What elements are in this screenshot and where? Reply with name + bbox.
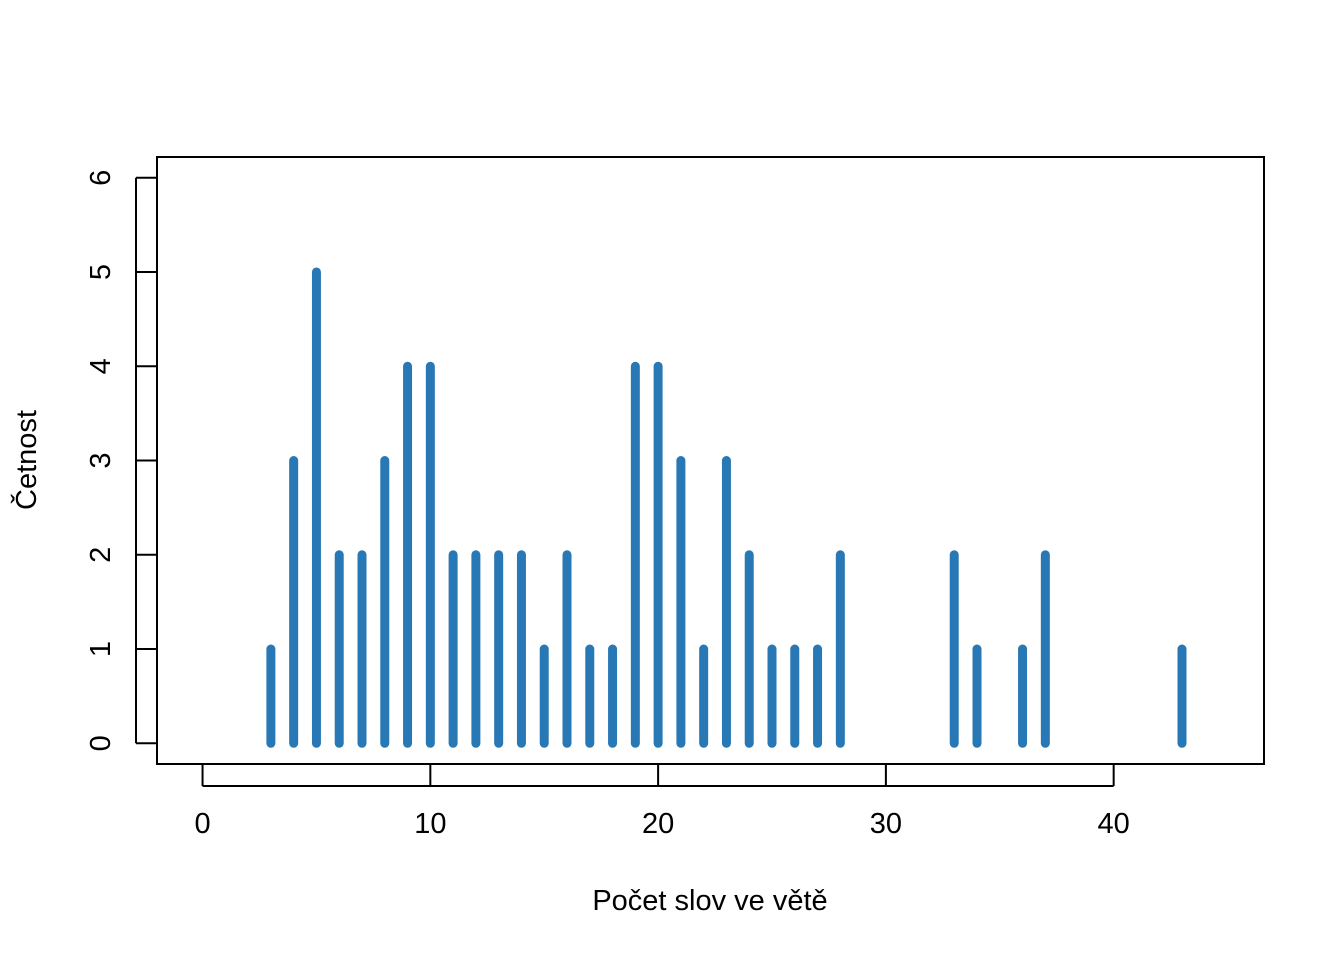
x-tick-label: 30 bbox=[870, 808, 902, 840]
y-axis: 0 1 2 3 4 5 6 bbox=[85, 170, 157, 751]
y-tick-label: 3 bbox=[85, 452, 117, 468]
y-tick-label: 6 bbox=[85, 170, 117, 186]
y-tick-label: 1 bbox=[85, 641, 117, 657]
y-tick-label: 0 bbox=[85, 735, 117, 751]
x-tick-label: 20 bbox=[642, 808, 674, 840]
x-tick-label: 0 bbox=[194, 808, 210, 840]
x-axis-label: Počet slov ve větě bbox=[592, 885, 827, 917]
x-axis: 0 10 20 30 40 bbox=[194, 764, 1130, 840]
x-tick-label: 40 bbox=[1098, 808, 1130, 840]
y-tick-label: 4 bbox=[85, 358, 117, 374]
plot-frame bbox=[156, 156, 1265, 765]
y-tick-label: 5 bbox=[85, 264, 117, 280]
bars bbox=[266, 267, 1187, 748]
x-tick-label: 10 bbox=[414, 808, 446, 840]
y-axis-label: Četnost bbox=[9, 410, 43, 510]
y-tick-label: 2 bbox=[85, 547, 117, 563]
